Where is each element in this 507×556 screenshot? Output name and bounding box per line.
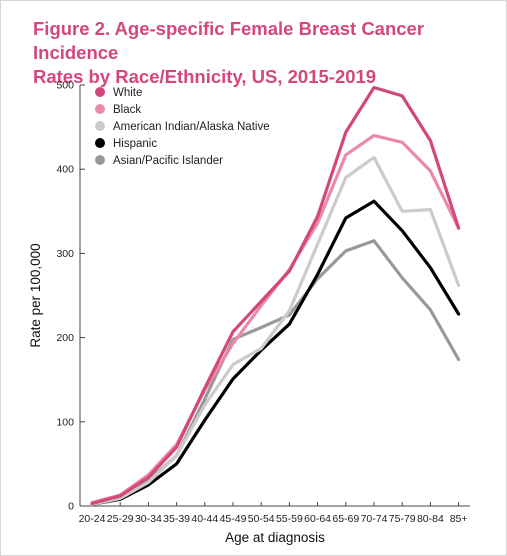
series-lines <box>90 85 461 506</box>
axes: 0 100 200 300 400 500 20-24 25-29 30-34 35-39 40-4… <box>56 80 470 525</box>
chart-title-line-1: Figure 2. Age-specific Female Breast Can… <box>33 18 425 63</box>
x-tick-label: 25-29 <box>107 513 134 525</box>
y-tick-label: 0 <box>68 501 74 513</box>
x-tick-label: 85+ <box>450 513 468 525</box>
y-tick-label: 400 <box>56 164 74 176</box>
x-tick-label: 40-44 <box>191 513 218 525</box>
axis-labels: Age at diagnosis Rate per 100,000 <box>28 243 325 545</box>
x-tick-label: 80-84 <box>417 513 444 525</box>
chart-title: Figure 2. Age-specific Female Breast Can… <box>33 17 493 89</box>
legend-label: Black <box>113 104 141 116</box>
x-tick-label: 75-79 <box>389 513 416 525</box>
series-line-asian-pacific-islander <box>90 239 461 506</box>
legend-label: Asian/Pacific Islander <box>113 155 223 167</box>
x-axis-title: Age at diagnosis <box>225 530 325 545</box>
chart-title-line-2: Rates by Race/Ethnicity, US, 2015-2019 <box>33 66 377 87</box>
legend-label: Hispanic <box>113 138 157 150</box>
x-tick-label: 35-39 <box>163 513 190 525</box>
x-tick-label: 50-54 <box>248 513 275 525</box>
legend-label: American Indian/Alaska Native <box>113 121 270 133</box>
x-tick-label: 70-74 <box>361 513 388 525</box>
series-line-american-indian-alaska-native <box>90 155 461 506</box>
legend-marker <box>95 121 105 131</box>
y-tick-label: 300 <box>56 248 74 260</box>
x-tick-label: 45-49 <box>220 513 247 525</box>
legend: White Black American Indian/Alaska Native H… <box>95 87 270 167</box>
y-axis-title: Rate per 100,000 <box>28 243 43 347</box>
x-tick-label: 20-24 <box>79 513 106 525</box>
x-tick-label: 55-59 <box>276 513 303 525</box>
legend-marker <box>95 155 105 165</box>
series-line-white <box>90 85 461 506</box>
y-tick-label: 500 <box>56 80 74 92</box>
series-line-hispanic <box>90 199 461 506</box>
legend-label: White <box>113 87 142 99</box>
x-tick-label: 30-34 <box>135 513 162 525</box>
legend-marker <box>95 87 105 97</box>
y-tick-label: 100 <box>56 416 74 428</box>
series-line-black <box>90 133 461 505</box>
x-tick-label: 60-64 <box>304 513 331 525</box>
legend-marker <box>95 104 105 114</box>
x-tick-label: 65-69 <box>332 513 359 525</box>
legend-marker <box>95 138 105 148</box>
y-tick-label: 200 <box>56 332 74 344</box>
